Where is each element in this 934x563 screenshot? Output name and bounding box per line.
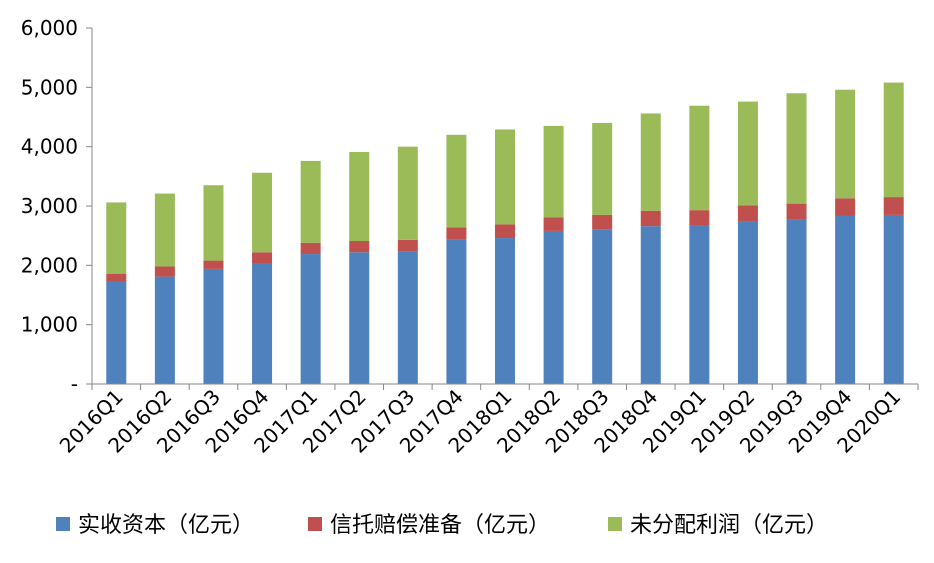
bar-segment-2016Q3-s3 (203, 185, 224, 261)
y-axis-ticks: - 1,000 2,000 3,000 4,000 5,000 6,000 (21, 16, 92, 396)
bar-segment-2019Q4-s1 (835, 215, 856, 384)
bar-segment-2017Q4-s3 (446, 134, 467, 228)
bar-segment-2017Q4-s2 (446, 227, 467, 240)
x-axis-ticks: 2016Q12016Q22016Q32016Q42017Q12017Q22017… (55, 384, 919, 458)
bar-segment-2016Q4-s2 (252, 252, 273, 264)
bar-segment-2018Q2-s3 (543, 125, 564, 218)
y-tick-label: 3,000 (21, 194, 78, 218)
bar-segment-2018Q2-s2 (543, 217, 564, 231)
bar-segment-2017Q3-s2 (397, 239, 418, 252)
legend-label: 实收资本（亿元） (78, 513, 254, 538)
bar-segment-2016Q2-s3 (154, 193, 175, 267)
bar-segment-2017Q2-s3 (349, 152, 370, 242)
bar-segment-2017Q4-s1 (446, 239, 467, 384)
bar-segment-2016Q4-s3 (252, 172, 273, 253)
bar-segment-2016Q4-s1 (252, 263, 273, 384)
y-tick-label: 1,000 (21, 313, 78, 337)
bar-segment-2016Q3-s1 (203, 268, 224, 384)
legend-label: 信托赔偿准备（亿元） (330, 513, 550, 538)
legend-swatch (308, 517, 322, 531)
bar-segment-2016Q2-s2 (154, 266, 175, 277)
bar-segment-2016Q2-s1 (154, 276, 175, 384)
bar-segment-2016Q3-s2 (203, 260, 224, 269)
bar-segment-2016Q1-s3 (106, 202, 127, 274)
bar-segment-2019Q4-s3 (835, 89, 856, 199)
bar-segment-2019Q3-s3 (786, 93, 807, 204)
bar-segment-2017Q1-s2 (300, 242, 321, 255)
bar-segment-2018Q4-s1 (640, 226, 661, 384)
bar-segment-2018Q1-s3 (495, 129, 515, 225)
bar-segment-2017Q1-s1 (300, 254, 321, 384)
bar-segment-2016Q1-s2 (106, 273, 127, 282)
bars-layer (106, 82, 904, 384)
bar-segment-2018Q4-s3 (640, 113, 661, 211)
bar-segment-2018Q3-s3 (592, 122, 613, 215)
bar-segment-2017Q3-s3 (397, 146, 418, 240)
y-tick-label: 6,000 (21, 16, 78, 40)
y-tick-label: - (71, 372, 78, 396)
legend-swatch (56, 517, 70, 531)
bar-segment-2020Q1-s1 (883, 214, 904, 384)
legend-label: 未分配利润（亿元） (630, 513, 828, 538)
bar-segment-2018Q3-s2 (592, 214, 613, 230)
bar-segment-2017Q3-s1 (397, 251, 418, 384)
bar-segment-2020Q1-s2 (883, 197, 904, 215)
bar-segment-2019Q3-s2 (786, 203, 807, 220)
bar-segment-2017Q1-s3 (300, 160, 321, 243)
y-tick-label: 4,000 (21, 135, 78, 159)
y-tick-label: 5,000 (21, 75, 78, 99)
bar-segment-2020Q1-s3 (883, 82, 904, 198)
bar-segment-2018Q1-s1 (495, 238, 515, 384)
bar-segment-2016Q1-s1 (106, 281, 127, 384)
bar-segment-2018Q2-s1 (543, 230, 564, 384)
bar-segment-2018Q3-s1 (592, 229, 613, 384)
bar-segment-2019Q1-s2 (689, 210, 710, 226)
legend-swatch (608, 517, 622, 531)
bar-segment-2017Q2-s2 (349, 241, 370, 253)
bar-segment-2018Q4-s2 (640, 210, 661, 227)
bar-segment-2019Q1-s3 (689, 105, 710, 211)
bar-segment-2019Q1-s1 (689, 225, 710, 384)
bar-segment-2019Q2-s1 (737, 221, 758, 384)
bar-segment-2017Q2-s1 (349, 252, 370, 384)
bar-segment-2019Q2-s3 (737, 101, 758, 206)
bar-segment-2019Q2-s2 (737, 205, 758, 222)
bar-segment-2018Q1-s2 (495, 224, 515, 239)
bar-segment-2019Q4-s2 (835, 198, 856, 216)
legend: 实收资本（亿元） 信托赔偿准备（亿元） 未分配利润（亿元） (56, 513, 828, 538)
y-tick-label: 2,000 (21, 253, 78, 277)
bar-segment-2019Q3-s1 (786, 219, 807, 384)
